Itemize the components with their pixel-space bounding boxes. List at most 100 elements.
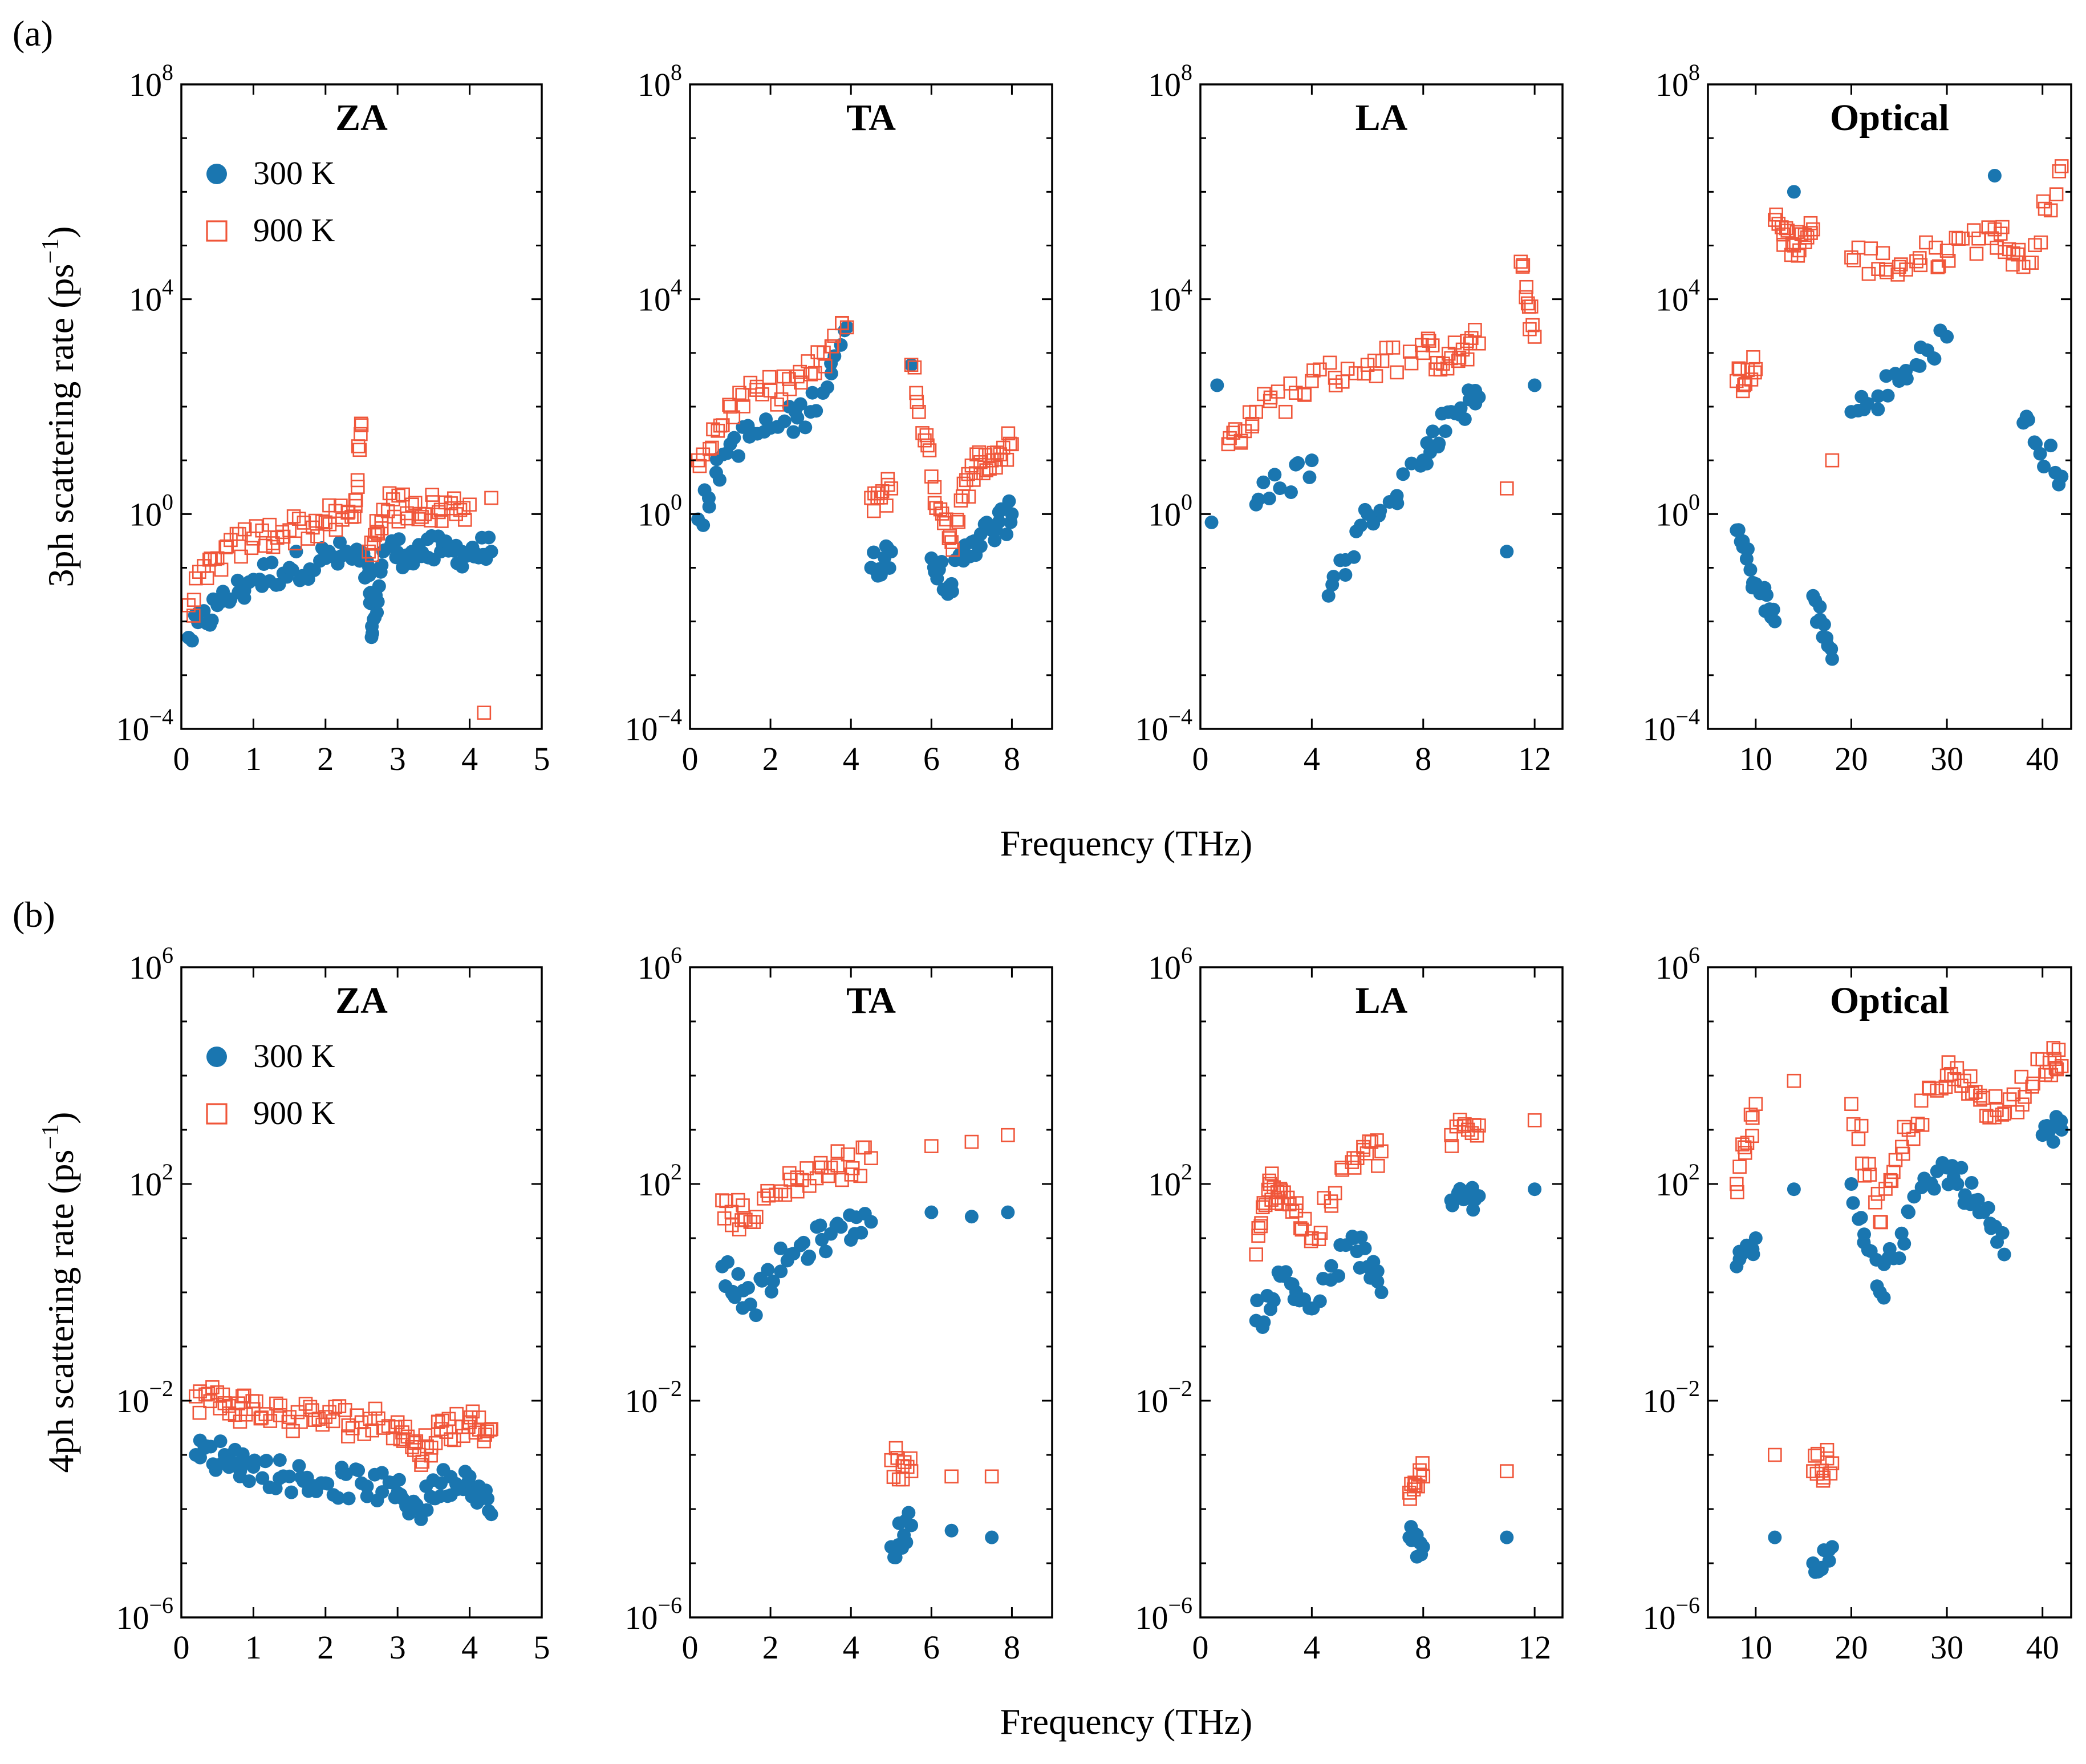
marker-300k: [2044, 439, 2058, 453]
marker-300k: [1940, 330, 1954, 344]
marker-300k: [265, 555, 279, 570]
marker-900k: [1374, 1144, 1389, 1159]
marker-900k: [1340, 362, 1355, 376]
marker-300k: [1257, 1315, 1271, 1329]
y-tick-label: 102: [1148, 1159, 1192, 1203]
marker-900k: [853, 1169, 867, 1183]
marker-900k: [1402, 344, 1417, 359]
subplot-title: LA: [1356, 980, 1408, 1021]
marker-300k: [786, 425, 801, 439]
x-tick-label: 4: [1304, 1629, 1320, 1666]
marker-900k: [1864, 241, 1878, 256]
marker-900k: [895, 1459, 910, 1473]
marker-900k: [1451, 354, 1466, 368]
x-tick-label: 0: [682, 1629, 699, 1666]
marker-900k: [294, 1414, 308, 1429]
marker-900k: [813, 1155, 828, 1170]
marker-300k: [1001, 1205, 1015, 1219]
marker-900k: [830, 1144, 845, 1158]
marker-300k: [813, 1218, 827, 1232]
marker-300k: [213, 1434, 228, 1449]
marker-300k: [882, 561, 896, 575]
marker-300k: [1857, 1227, 1871, 1242]
legend: 300 K 900 K: [206, 155, 335, 249]
marker-300k: [809, 404, 823, 418]
marker-900k: [2026, 1076, 2040, 1091]
marker-300k: [1768, 1530, 1782, 1544]
marker-300k: [1390, 489, 1404, 503]
marker-900k: [1520, 296, 1535, 311]
marker-900k: [1744, 372, 1759, 387]
y-tick-label: 10−4: [624, 704, 682, 748]
marker-300k: [371, 595, 385, 609]
legend-marker-300k: [206, 164, 227, 184]
marker-900k: [907, 360, 922, 375]
marker-300k: [1899, 364, 1913, 378]
marker-300k: [1291, 456, 1305, 470]
marker-900k: [1313, 1226, 1328, 1240]
marker-900k: [1922, 1080, 1936, 1095]
marker-900k: [1472, 336, 1486, 351]
marker-900k: [1820, 1442, 1835, 1457]
y-tick-label: 100: [1148, 489, 1192, 533]
marker-900k: [1249, 1247, 1263, 1262]
marker-900k: [301, 532, 315, 546]
marker-900k: [825, 339, 839, 354]
marker-900k: [1930, 1084, 1944, 1098]
marker-900k: [1470, 1128, 1484, 1143]
marker-900k: [1251, 1220, 1266, 1235]
marker-300k: [2055, 1123, 2069, 1137]
marker-900k: [1846, 1117, 1861, 1132]
data-markers: [188, 1380, 498, 1526]
marker-300k: [1871, 389, 1885, 403]
marker-900k: [1253, 1219, 1268, 1234]
marker-300k: [1500, 1530, 1514, 1544]
marker-900k: [790, 1170, 805, 1185]
marker-900k: [1460, 352, 1475, 367]
marker-900k: [2002, 1092, 2017, 1106]
marker-300k: [1251, 492, 1265, 506]
marker-300k: [434, 1476, 448, 1490]
legend-marker-900k: [206, 1103, 228, 1125]
y-axis-label: 4ph scattering rate (ps−1): [38, 1112, 81, 1473]
marker-300k: [1273, 481, 1287, 496]
marker-300k: [455, 559, 469, 574]
marker-900k: [1735, 1137, 1750, 1151]
y-tick-label: 10−6: [624, 1592, 682, 1636]
marker-900k: [213, 1401, 228, 1416]
marker-900k: [1939, 244, 1954, 258]
marker-900k: [760, 1183, 774, 1198]
marker-900k: [910, 395, 924, 409]
marker-300k: [482, 530, 496, 545]
marker-900k: [1001, 426, 1016, 441]
marker-900k: [391, 514, 406, 529]
marker-900k: [900, 1459, 915, 1474]
marker-300k: [1822, 1554, 1836, 1568]
marker-900k: [347, 509, 362, 524]
marker-300k: [1995, 1226, 2010, 1240]
marker-300k: [375, 1485, 389, 1499]
marker-900k: [1914, 1093, 1929, 1108]
y-tick-label: 108: [1148, 59, 1192, 103]
marker-900k: [1909, 254, 1923, 269]
marker-300k: [777, 414, 792, 428]
x-tick-label: 8: [1004, 1629, 1020, 1666]
x-tick-label: 0: [173, 740, 190, 777]
x-tick-label: 3: [389, 1629, 406, 1666]
y-tick-label: 100: [129, 489, 173, 533]
marker-300k: [1861, 396, 1875, 411]
marker-300k: [1740, 542, 1755, 556]
marker-300k: [1332, 1269, 1346, 1283]
marker-900k: [1444, 1139, 1459, 1153]
marker-900k: [730, 1193, 745, 1207]
marker-900k: [472, 1410, 486, 1425]
marker-900k: [351, 480, 365, 494]
marker-300k: [766, 1274, 780, 1288]
marker-900k: [1375, 354, 1390, 368]
marker-300k: [761, 1263, 775, 1277]
data-markers: [691, 315, 1019, 601]
marker-900k: [845, 1161, 860, 1175]
marker-900k: [246, 1402, 261, 1417]
marker-300k: [247, 1453, 262, 1467]
x-tick-label: 2: [762, 740, 779, 777]
